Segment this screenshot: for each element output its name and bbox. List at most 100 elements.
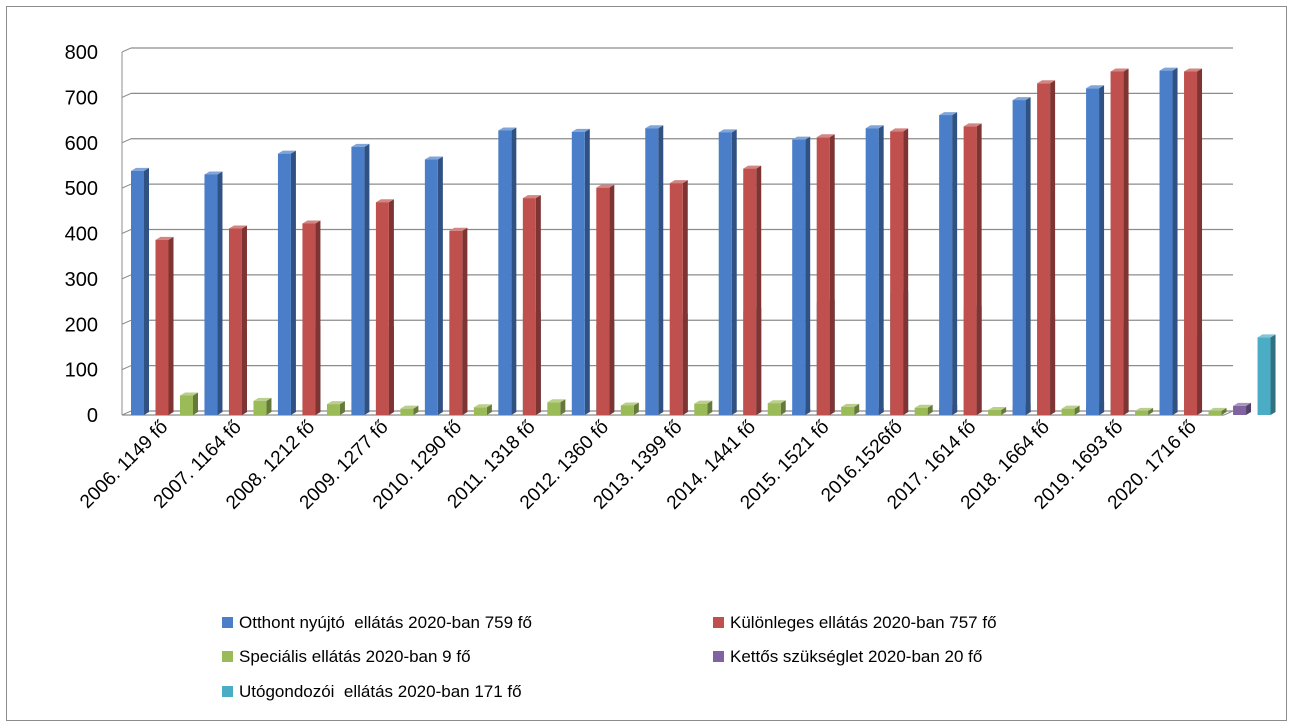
bar: [1208, 407, 1227, 415]
bar-front: [375, 202, 389, 415]
bar-side: [1025, 97, 1031, 415]
legend-item: Otthont nyújtó ellátás 2020-ban 759 fő: [222, 613, 532, 632]
bar: [375, 199, 394, 415]
bar-top: [131, 167, 149, 171]
bar-top: [375, 199, 394, 203]
bar-side: [413, 405, 419, 415]
bar-top: [1086, 85, 1105, 89]
floor-edge-depth: [1223, 410, 1234, 416]
bar-front: [743, 168, 757, 415]
bar-side: [903, 128, 909, 415]
bar-side: [584, 128, 590, 416]
bar-top: [816, 134, 835, 138]
legend-swatch: [222, 686, 233, 697]
bar: [1110, 68, 1129, 415]
bar-side: [927, 404, 933, 415]
bar-top: [400, 405, 419, 409]
gridline-depth: [121, 47, 132, 53]
bar-side: [462, 227, 468, 415]
bar-top: [326, 401, 345, 405]
bar-front: [473, 407, 487, 415]
gridline-depth: [121, 138, 132, 144]
bar: [400, 405, 419, 415]
bar-side: [1172, 67, 1178, 415]
y-tick-label: 200: [65, 314, 98, 336]
bar-side: [364, 143, 370, 416]
bar: [865, 125, 884, 416]
bar: [1233, 402, 1252, 415]
y-tick-label: 500: [65, 178, 98, 200]
bar: [596, 184, 615, 415]
y-tick-label: 0: [87, 405, 98, 427]
bar-top: [1233, 402, 1252, 406]
bar-top: [204, 171, 223, 175]
bar: [1135, 407, 1154, 415]
bar-top: [473, 404, 492, 408]
bar-front: [326, 404, 340, 415]
bar-side: [1270, 334, 1276, 415]
bar: [718, 129, 737, 415]
bar-top: [1257, 334, 1276, 338]
bar-top: [865, 125, 884, 129]
bar-top: [571, 128, 590, 132]
bar-side: [1099, 85, 1105, 416]
bar: [302, 220, 321, 415]
bar-side: [952, 112, 958, 415]
bar: [277, 150, 296, 415]
bar-front: [596, 187, 610, 415]
bar: [228, 225, 247, 415]
bar-front: [1086, 88, 1100, 416]
bar: [1086, 85, 1105, 416]
y-tick-label: 600: [65, 133, 98, 155]
bar: [571, 128, 590, 416]
bar-front: [204, 174, 218, 415]
bar-side: [266, 397, 272, 415]
bar-front: [939, 115, 953, 415]
bar-side: [805, 136, 811, 416]
bar-front: [1135, 410, 1149, 415]
bar: [180, 392, 198, 415]
bar-top: [1110, 68, 1129, 72]
bar-side: [829, 134, 835, 415]
bar-side: [1074, 405, 1080, 415]
bar-top: [180, 392, 198, 396]
bar-front: [253, 400, 267, 415]
bar-top: [939, 112, 958, 116]
legend: Otthont nyújtó ellátás 2020-ban 759 fő Kü…: [222, 613, 997, 701]
bar: [645, 125, 664, 416]
bar-front: [988, 410, 1002, 415]
bar-side: [217, 171, 223, 415]
bar: [939, 112, 958, 415]
bar-front: [914, 407, 928, 415]
bar-front: [424, 159, 438, 415]
bar: [473, 404, 492, 415]
bar: [1012, 97, 1031, 415]
bar-top: [277, 150, 296, 154]
bar-side: [1148, 407, 1154, 415]
bar-front: [890, 131, 904, 415]
bar: [669, 180, 688, 415]
bar-top: [890, 128, 909, 132]
bar-top: [1037, 80, 1056, 84]
bar-front: [180, 395, 193, 415]
bar-side: [1221, 407, 1227, 415]
bar-front: [302, 223, 316, 415]
bar: [694, 400, 713, 415]
bar-front: [1184, 71, 1198, 415]
bar-front: [277, 153, 291, 415]
bar-front: [841, 406, 855, 415]
bar-front: [351, 146, 365, 416]
bar-front: [547, 402, 561, 415]
bar-side: [707, 400, 713, 415]
bar: [326, 401, 345, 415]
gridline-depth: [121, 92, 132, 98]
bar-front: [669, 183, 683, 415]
bar-side: [854, 403, 860, 415]
bar: [841, 403, 860, 415]
bar: [914, 404, 933, 415]
bar-side: [1246, 402, 1252, 415]
bar: [547, 399, 566, 415]
legend-swatch: [713, 651, 724, 662]
bar: [816, 134, 835, 415]
bar-front: [449, 230, 463, 415]
